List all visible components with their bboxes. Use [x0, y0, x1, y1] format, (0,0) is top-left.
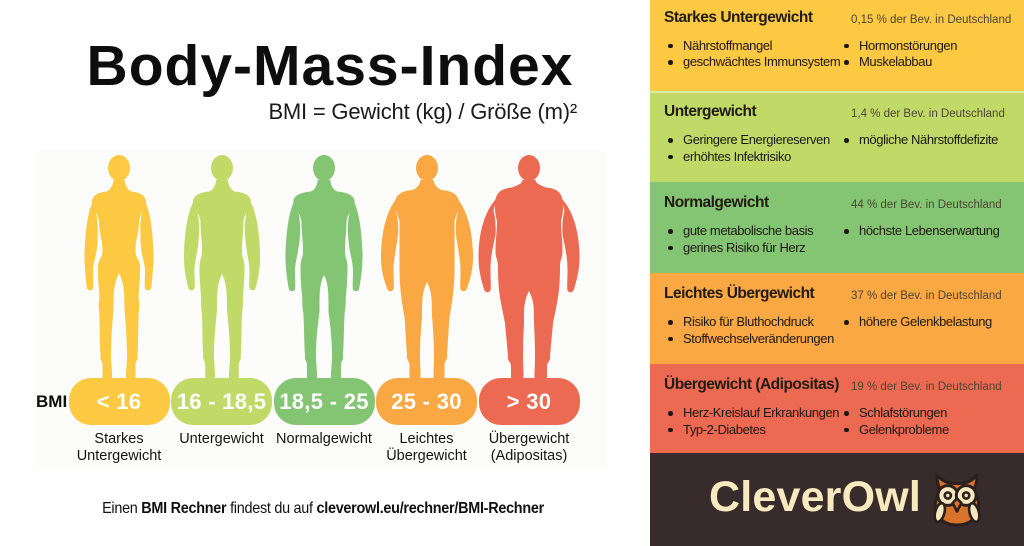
body-silhouette-2 — [183, 155, 260, 380]
bmi-range-pill: 16 - 18,5 — [171, 378, 272, 425]
bmi-range-value: 25 - 30 — [391, 388, 462, 414]
category-label-line1: Untergewicht — [179, 431, 264, 447]
panel-bullets-2: höhere Gelenkbelastung — [840, 314, 1024, 331]
body-silhouette-1 — [84, 155, 154, 380]
panel-bullets-1: gute metabolische basis gerines Risiko fü… — [664, 223, 849, 256]
panel-population-stat: 0,15 % der Bev. in Deutschland — [851, 13, 1012, 26]
panel-bullets-1: Geringere Energiereserven erhöhtes Infekt… — [664, 132, 849, 165]
panel-title: Starkes Untergewicht — [664, 8, 813, 26]
bullet-item: gute metabolische basis — [664, 223, 849, 240]
panel-population-stat: 1,4 % der Bev. in Deutschland — [851, 108, 1005, 120]
bmi-range-pill: > 30 — [478, 378, 580, 425]
panel-title: Normalgewicht — [664, 194, 769, 211]
bullet-item: Gelenkprobleme — [840, 422, 1024, 439]
page-title: Body-Mass-Index — [86, 34, 574, 98]
bmi-range-pill: 25 - 30 — [376, 378, 477, 425]
bmi-category-column-2: 16 - 18,5 Untergewicht — [170, 150, 273, 468]
category-label-line1: Normalgewicht — [276, 431, 372, 447]
caption-text-1: Einen — [102, 500, 142, 517]
bullet-item: Risiko für Bluthochdruck — [664, 314, 849, 331]
category-label-line1: Leichtes — [399, 431, 454, 447]
bmi-range-value: < 16 — [96, 388, 142, 414]
category-panel-1: Starkes Untergewicht 0,15 % der Bev. in D… — [650, 0, 1024, 91]
panel-bullets-2: Schlafstörungen Gelenkprobleme — [840, 405, 1024, 438]
bmi-range-pill: 18,5 - 25 — [273, 378, 375, 425]
panel-population-stat: 19 % der Bev. in Deutschland — [851, 381, 1002, 393]
page-subtitle: BMI = Gewicht (kg) / Größe (m)² — [268, 99, 577, 124]
bullet-item: Typ-2-Diabetes — [664, 422, 849, 439]
category-panels: Übergewicht (Adipositas) 19 % der Bev. in… — [650, 0, 1024, 546]
panel-bullets-1: Nährstoffmangel geschwächtes Immunsystem — [664, 38, 849, 71]
category-label: Untergewicht — [152, 431, 291, 448]
bullet-item: mögliche Nährstoffdefizite — [840, 132, 1024, 149]
figure-area: BMI < 16 Starkes Untergewicht 16 - 18,5 Unte… — [35, 150, 606, 468]
category-panel-5: Übergewicht (Adipositas) 19 % der Bev. in… — [650, 364, 1024, 453]
caption: Einen BMI Rechner findest du auf clevero… — [32, 500, 613, 518]
category-label-line2: Untergewicht — [76, 447, 162, 464]
bmi-range-value: > 30 — [506, 388, 552, 414]
bullet-item: Geringere Energiereserven — [664, 132, 849, 149]
panel-bullets-2: Hormonstörungen Muskelabbau — [840, 38, 1024, 71]
brand-name: CleverOwl — [708, 473, 922, 521]
bullet-item: höhere Gelenkbelastung — [840, 314, 1024, 331]
panel-population-stat: 44 % der Bev. in Deutschland — [851, 199, 1002, 211]
panel-title: Übergewicht (Adipositas) — [664, 376, 839, 393]
bmi-category-column-3: 18,5 - 25 Normalgewicht — [273, 150, 376, 468]
body-silhouette-3 — [285, 155, 363, 380]
category-label-line1: Übergewicht — [488, 431, 570, 447]
bullet-item: erhöhtes Infektrisiko — [664, 149, 849, 166]
bmi-range-value: 16 - 18,5 — [176, 388, 267, 414]
bmi-category-column-1: < 16 Starkes Untergewicht — [68, 150, 171, 468]
bullet-item: Stoffwechselveränderungen — [664, 331, 849, 348]
bullet-item: Muskelabbau — [840, 54, 1024, 71]
category-panel-2: Untergewicht 1,4 % der Bev. in Deutschlan… — [650, 91, 1024, 182]
category-label: Leichtes Übergewicht — [357, 431, 496, 464]
category-label: Starkes Untergewicht — [50, 431, 189, 464]
owl-icon — [933, 473, 981, 526]
panel-bullets-2: höchste Lebenserwartung — [840, 223, 1024, 240]
brand-footer: CleverOwl — [650, 453, 1024, 546]
panel-bullets-1: Risiko für Bluthochdruck Stoffwechselverä… — [664, 314, 849, 347]
panel-bullets-2: mögliche Nährstoffdefizite — [840, 132, 1024, 149]
bullet-item: Hormonstörungen — [840, 38, 1024, 55]
bmi-range-value: 18,5 - 25 — [279, 388, 369, 414]
category-label-line1: Starkes — [94, 431, 144, 447]
body-silhouette-5 — [478, 155, 580, 380]
bmi-range-pill: < 16 — [68, 378, 170, 425]
panel-population-stat: 37 % der Bev. in Deutschland — [851, 290, 1002, 302]
bmi-axis-label: BMI — [36, 392, 68, 411]
caption-text-2: findest du auf — [226, 500, 317, 517]
panel-title: Untergewicht — [664, 103, 757, 120]
category-panel-3: Normalgewicht 44 % der Bev. in Deutschlan… — [650, 182, 1024, 273]
category-label-line2: Übergewicht — [386, 447, 467, 464]
bullet-item: Herz-Kreislauf Erkrankungen — [664, 405, 849, 422]
bmi-category-column-4: 25 - 30 Leichtes Übergewicht — [375, 150, 478, 468]
bmi-category-column-5: > 30 Übergewicht (Adipositas) — [478, 150, 581, 468]
category-panel-4: Leichtes Übergewicht 37 % der Bev. in Deu… — [650, 273, 1024, 364]
panel-bullets-1: Herz-Kreislauf Erkrankungen Typ-2-Diabete… — [664, 405, 849, 438]
bullet-item: höchste Lebenserwartung — [840, 223, 1024, 240]
bullet-item: Nährstoffmangel — [664, 38, 849, 55]
bullet-item: geschwächtes Immunsystem — [664, 54, 849, 71]
category-label: Übergewicht (Adipositas) — [460, 431, 599, 464]
category-label: Normalgewicht — [255, 431, 394, 448]
bullet-item: gerines Risiko für Herz — [664, 240, 849, 257]
bullet-item: Schlafstörungen — [840, 405, 1024, 422]
panel-title: Leichtes Übergewicht — [664, 285, 815, 302]
caption-url: cleverowl.eu/rechner/BMI-Rechner — [316, 500, 544, 517]
body-silhouette-4 — [380, 155, 473, 380]
caption-bold-1: BMI Rechner — [141, 500, 227, 517]
category-label-line2: (Adipositas) — [490, 447, 568, 464]
